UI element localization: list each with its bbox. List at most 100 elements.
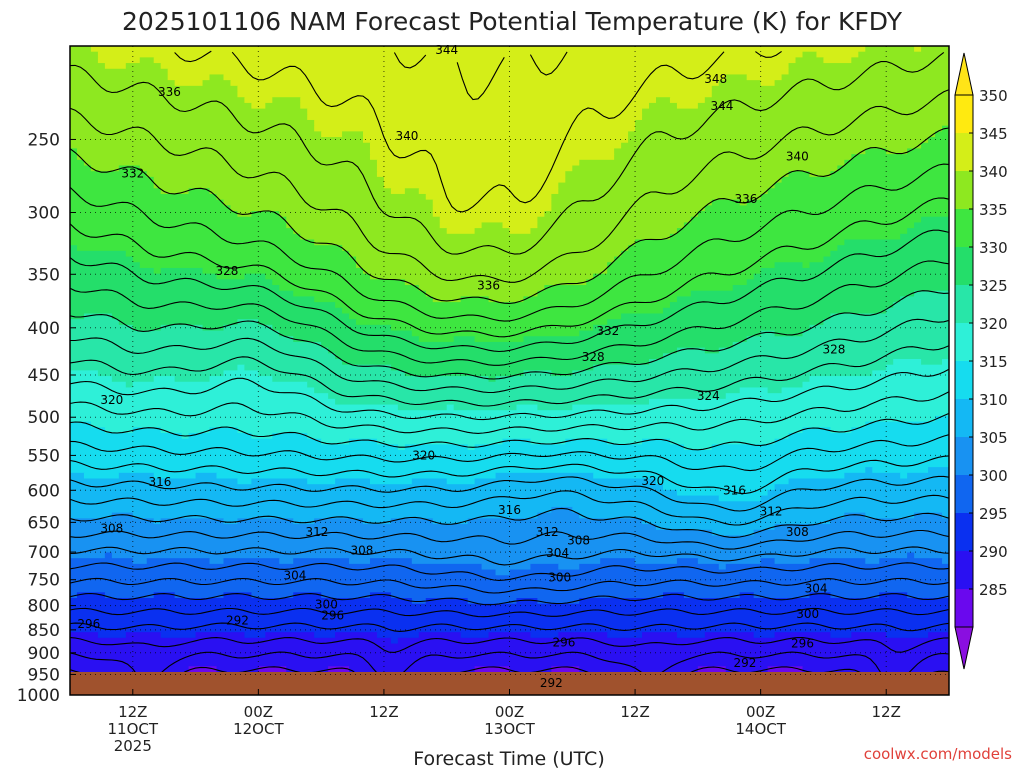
ground-surface: [70, 672, 949, 695]
color-cell: [551, 199, 713, 206]
color-cell: [446, 228, 476, 235]
color-cell: [404, 279, 587, 286]
y-tick-label: 850: [28, 621, 60, 641]
color-cell: [453, 404, 518, 411]
contour-label: 348: [704, 72, 727, 86]
color-cell: [746, 336, 949, 343]
contour-label: 336: [735, 192, 758, 206]
color-cell: [118, 165, 141, 172]
color-cell: [844, 239, 949, 246]
y-tick-label: 600: [28, 481, 60, 501]
contour-line: [70, 507, 949, 538]
color-cell: [830, 632, 852, 639]
color-cell: [369, 142, 622, 150]
color-cell: [104, 427, 134, 434]
contour-label: 344: [435, 43, 458, 57]
color-cell: [690, 216, 922, 224]
color-cell: [125, 250, 350, 258]
color-cell: [474, 336, 525, 343]
color-cell: [830, 592, 880, 599]
contour-line: [70, 318, 949, 394]
color-cell: [621, 142, 922, 150]
color-cell: [369, 558, 413, 565]
color-cell: [439, 216, 539, 224]
color-cell: [314, 119, 636, 127]
color-cell: [216, 193, 427, 201]
contour-label: 320: [412, 448, 435, 462]
color-cell: [70, 85, 239, 93]
color-cell: [725, 393, 949, 400]
contour-line: [70, 229, 949, 353]
contour-label: 304: [546, 546, 569, 560]
color-cell: [390, 324, 594, 332]
color-cell: [70, 142, 371, 150]
colorbar-tick-label: 325: [979, 277, 1008, 295]
contour-label: 312: [760, 505, 783, 519]
color-cell: [907, 592, 949, 599]
color-cell: [272, 432, 308, 440]
color-cell: [907, 552, 915, 559]
color-cell: [70, 239, 315, 246]
color-cell: [70, 46, 92, 53]
color-cell: [572, 165, 838, 172]
color-cell: [286, 222, 441, 229]
color-cell: [537, 290, 692, 297]
contour-line: [70, 434, 949, 472]
color-cell: [70, 666, 190, 672]
color-cell: [70, 478, 239, 485]
color-cell: [676, 558, 699, 565]
color-cell: [544, 285, 734, 292]
color-cell: [349, 558, 371, 565]
color-cell: [70, 131, 322, 138]
color-cell: [432, 199, 552, 206]
color-cell: [70, 563, 483, 571]
color-cell: [125, 63, 162, 70]
contour-label: 308: [100, 521, 123, 535]
color-cell: [223, 199, 434, 206]
x-tick-label: 12Z: [369, 703, 398, 721]
color-cell: [628, 137, 929, 144]
color-cell: [188, 666, 218, 672]
color-cell: [530, 438, 566, 445]
color-cell: [70, 455, 949, 463]
color-cell: [774, 438, 949, 445]
color-cell: [70, 512, 113, 519]
color-cell: [760, 495, 949, 502]
color-cell: [921, 46, 949, 53]
color-cell: [272, 376, 490, 383]
color-cell: [760, 267, 949, 275]
y-tick-label: 300: [28, 204, 60, 224]
color-cell: [70, 432, 183, 440]
color-cell: [307, 478, 336, 485]
x-axis-label: Forecast Time (UTC): [413, 748, 604, 768]
color-cell: [70, 467, 866, 474]
color-cell: [216, 472, 497, 480]
color-cell: [579, 666, 699, 672]
color-cell: [725, 666, 769, 672]
contour-line: [70, 89, 949, 283]
color-cell: [593, 324, 811, 332]
color-cell: [223, 324, 273, 332]
contour-label: 296: [77, 617, 100, 631]
color-cell: [70, 182, 155, 189]
contour-label: 340: [395, 129, 418, 143]
color-cell: [70, 228, 294, 235]
color-cell: [446, 478, 476, 485]
color-cell: [662, 484, 776, 491]
contour-line: [70, 490, 949, 526]
color-cell: [244, 364, 392, 371]
color-cell: [70, 319, 120, 326]
color-cell: [132, 558, 148, 565]
color-cell: [865, 512, 915, 519]
color-cell: [474, 478, 657, 485]
color-cell: [565, 176, 783, 184]
color-cell: [579, 159, 845, 167]
color-cell: [132, 427, 162, 434]
color-cell: [418, 285, 545, 292]
color-cell: [70, 296, 315, 303]
color-cell: [711, 444, 949, 451]
contour-line: [70, 391, 949, 434]
color-cell: [921, 142, 949, 150]
color-cell: [907, 472, 949, 480]
contour-label: 320: [100, 393, 123, 407]
